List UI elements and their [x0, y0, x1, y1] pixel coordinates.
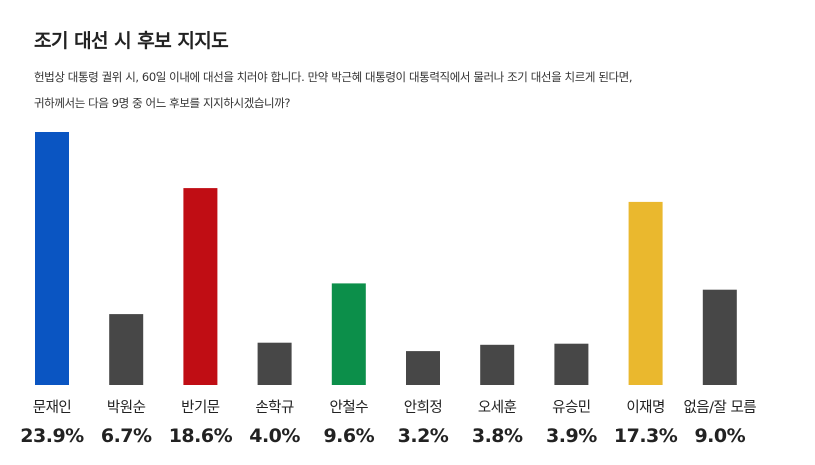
category-label-7: 오세훈 — [478, 399, 517, 416]
bar-9 — [628, 201, 663, 385]
category-label-3: 반기문 — [181, 399, 220, 416]
value-label-1: 23.9% — [20, 425, 84, 447]
value-label-3: 18.6% — [169, 425, 233, 447]
bar-1 — [35, 132, 69, 385]
bar-4 — [257, 342, 292, 385]
bar-3 — [183, 188, 218, 385]
value-label-4: 4.0% — [249, 425, 300, 447]
value-label-6: 3.2% — [398, 425, 449, 447]
bar-2 — [109, 314, 144, 385]
category-label-4: 손학규 — [255, 399, 294, 416]
subtitle-line-1: 헌법상 대통령 궐위 시, 60일 이내에 대선을 치러야 합니다. 만약 박근… — [34, 70, 633, 84]
subtitle-line-2: 귀하께서는 다음 9명 중 어느 후보를 지지하시겠습니까? — [34, 96, 291, 110]
value-label-2: 6.7% — [101, 425, 152, 447]
value-label-5: 9.6% — [323, 425, 374, 447]
bar-5 — [331, 283, 366, 385]
chart-title: 조기 대선 시 후보 지지도 — [34, 30, 229, 52]
category-label-8: 유승민 — [552, 399, 591, 416]
category-label-10: 없음/잘 모름 — [683, 399, 756, 416]
bar-10 — [702, 289, 737, 385]
value-label-7: 3.8% — [472, 425, 523, 447]
category-label-5: 안철수 — [330, 399, 369, 416]
value-label-9: 17.3% — [614, 425, 678, 447]
bar-7 — [480, 344, 515, 385]
value-label-8: 3.9% — [546, 425, 597, 447]
bar-6 — [406, 351, 440, 385]
value-label-10: 9.0% — [694, 425, 745, 447]
chart-subtitle: 헌법상 대통령 궐위 시, 60일 이내에 대선을 치러야 합니다. 만약 박근… — [34, 64, 794, 116]
category-label-6: 안희정 — [404, 399, 443, 416]
category-label-1: 문재인 — [33, 399, 72, 416]
bar-8 — [554, 343, 589, 385]
category-label-9: 이재명 — [626, 399, 665, 416]
category-label-2: 박원순 — [107, 399, 146, 416]
